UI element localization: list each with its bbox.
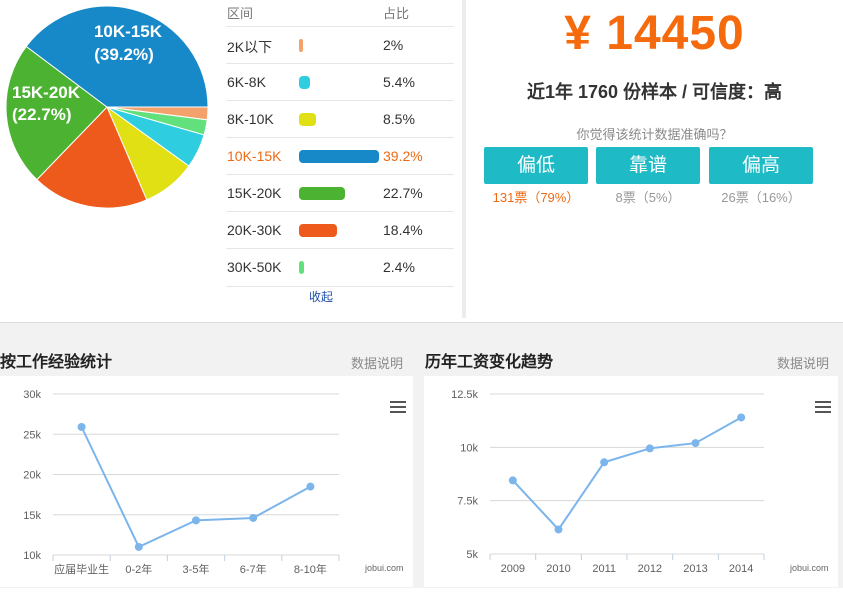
x-tick-label: 2010 <box>546 563 570 575</box>
experience-explain-link[interactable]: 数据说明 <box>351 356 404 371</box>
vote-accurate-button[interactable]: 靠谱 <box>596 147 700 184</box>
series-line <box>80 426 311 549</box>
average-salary: ¥ 14450 <box>564 7 745 60</box>
data-point[interactable] <box>77 423 86 432</box>
accuracy-question: 你觉得该统计数据准确吗？ <box>576 127 733 142</box>
menu-icon[interactable] <box>815 401 831 413</box>
x-tick-label: 2013 <box>683 563 707 575</box>
series-line <box>512 416 742 532</box>
menu-icon[interactable] <box>390 401 406 413</box>
pie-slice-15K-20K <box>5 45 108 181</box>
pie-label-15k-20k: 15K-20K <box>12 83 81 102</box>
data-point[interactable] <box>249 513 258 522</box>
collapse-link[interactable]: 收起 <box>309 290 334 304</box>
y-tick-label: 12.5k <box>451 389 478 401</box>
vote-too-high-button[interactable]: 偏高 <box>709 147 813 184</box>
vote-accurate-count: 8票（5%） <box>615 190 681 205</box>
y-tick-label: 5k <box>466 549 478 561</box>
range-label: 20K-30K <box>227 222 282 238</box>
trend-chart-panel: 5k 7.5k 10k 12.5k 2009 2010 2011 2012 2013 2014 j… <box>424 376 838 587</box>
experience-chart-panel: 10k 15k 20k 25k 30k 应届毕业生 0-2年 3-5年 6-7年 8-10年 jo… <box>0 376 413 587</box>
range-bar <box>299 76 310 89</box>
range-pct: 8.5% <box>383 111 415 127</box>
range-row: 2K以下 2% <box>226 26 454 64</box>
range-pct: 22.7% <box>383 185 423 201</box>
range-bar <box>299 187 345 200</box>
data-point[interactable] <box>306 482 315 491</box>
y-tick-label: 7.5k <box>457 496 478 508</box>
vote-too-low-count: 131票（79%） <box>492 190 580 205</box>
range-bar <box>299 224 337 237</box>
vote-too-low-button[interactable]: 偏低 <box>484 147 588 184</box>
range-label: 30K-50K <box>227 259 282 275</box>
range-pct: 39.2% <box>383 148 423 164</box>
range-pct: 2.4% <box>383 259 415 275</box>
salary-distribution-pie: 10K-15K (39.2%) 15K-20K (22.7%) <box>5 5 209 209</box>
y-tick-label: 25k <box>23 429 41 441</box>
data-point[interactable] <box>134 542 143 551</box>
y-tick-label: 10k <box>23 550 41 562</box>
range-pct: 18.4% <box>383 222 423 238</box>
range-bar <box>299 261 304 274</box>
range-bar <box>299 113 316 126</box>
data-point[interactable] <box>691 439 700 448</box>
experience-line-chart: 10k 15k 20k 25k 30k 应届毕业生 0-2年 3-5年 6-7年 8-10年 <box>23 389 340 576</box>
range-row: 8K-10K 8.5% <box>226 100 454 138</box>
vote-too-high-count: 26票（16%） <box>721 190 801 205</box>
range-label: 6K-8K <box>227 74 266 90</box>
pie-label-10k-15k-pct: (39.2%) <box>94 45 154 64</box>
x-tick-label: 2012 <box>638 563 662 575</box>
section-divider <box>462 0 466 318</box>
trend-explain-link[interactable]: 数据说明 <box>777 356 830 371</box>
chart-credit: jobui.com <box>790 563 829 573</box>
x-tick-label: 2014 <box>729 563 753 575</box>
y-tick-label: 20k <box>23 470 41 482</box>
pie-slice-10K-15K <box>25 5 209 108</box>
chart-credit: jobui.com <box>365 563 404 573</box>
range-row: 6K-8K 5.4% <box>226 63 454 101</box>
y-tick-label: 30k <box>23 389 41 401</box>
data-point[interactable] <box>508 476 517 485</box>
range-label: 8K-10K <box>227 111 274 127</box>
x-tick-label: 2009 <box>501 563 525 575</box>
x-tick-label: 8-10年 <box>294 562 327 576</box>
range-row: 15K-20K 22.7% <box>226 174 454 212</box>
pie-label-15k-20k-pct: (22.7%) <box>12 105 72 124</box>
range-row: 20K-30K 18.4% <box>226 211 454 249</box>
range-row: 30K-50K 2.4% <box>226 248 454 287</box>
trend-chart-title: 历年工资变化趋势 <box>425 354 554 371</box>
range-pct: 2% <box>383 37 404 53</box>
x-tick-label: 2011 <box>592 563 616 575</box>
pie-label-10k-15k: 10K-15K <box>94 22 163 41</box>
pie-slice-20K-30K <box>36 106 148 209</box>
y-tick-label: 15k <box>23 510 41 522</box>
range-bar <box>299 39 303 52</box>
experience-chart-title: 按工作经验统计 <box>0 354 113 371</box>
data-point[interactable] <box>645 444 654 453</box>
sample-info: 近1年 1760 份样本 / 可信度：高 <box>526 82 783 102</box>
range-label: 15K-20K <box>227 185 282 201</box>
range-row-highlighted: 10K-15K 39.2% <box>226 137 454 175</box>
salary-range-table: 区间 占比 2K以下 2% 6K-8K 5.4% 8K-10K 8.5% 10K… <box>226 0 454 290</box>
share-column-header: 占比 <box>383 6 410 21</box>
range-pct: 5.4% <box>383 74 415 90</box>
x-tick-label: 0-2年 <box>125 562 152 576</box>
data-point[interactable] <box>192 516 200 525</box>
x-tick-label: 应届毕业生 <box>54 562 109 576</box>
range-column-header: 区间 <box>227 6 254 21</box>
x-tick-label: 3-5年 <box>183 562 210 576</box>
range-label: 10K-15K <box>227 148 282 164</box>
x-tick-label: 6-7年 <box>240 562 267 576</box>
trend-line-chart: 5k 7.5k 10k 12.5k 2009 2010 2011 2012 2013 2014 <box>451 389 765 575</box>
data-point[interactable] <box>554 525 563 534</box>
data-point[interactable] <box>737 413 746 422</box>
y-tick-label: 10k <box>460 442 478 454</box>
range-label: 2K以下 <box>227 39 273 55</box>
range-bar <box>299 150 379 163</box>
data-point[interactable] <box>600 458 609 467</box>
